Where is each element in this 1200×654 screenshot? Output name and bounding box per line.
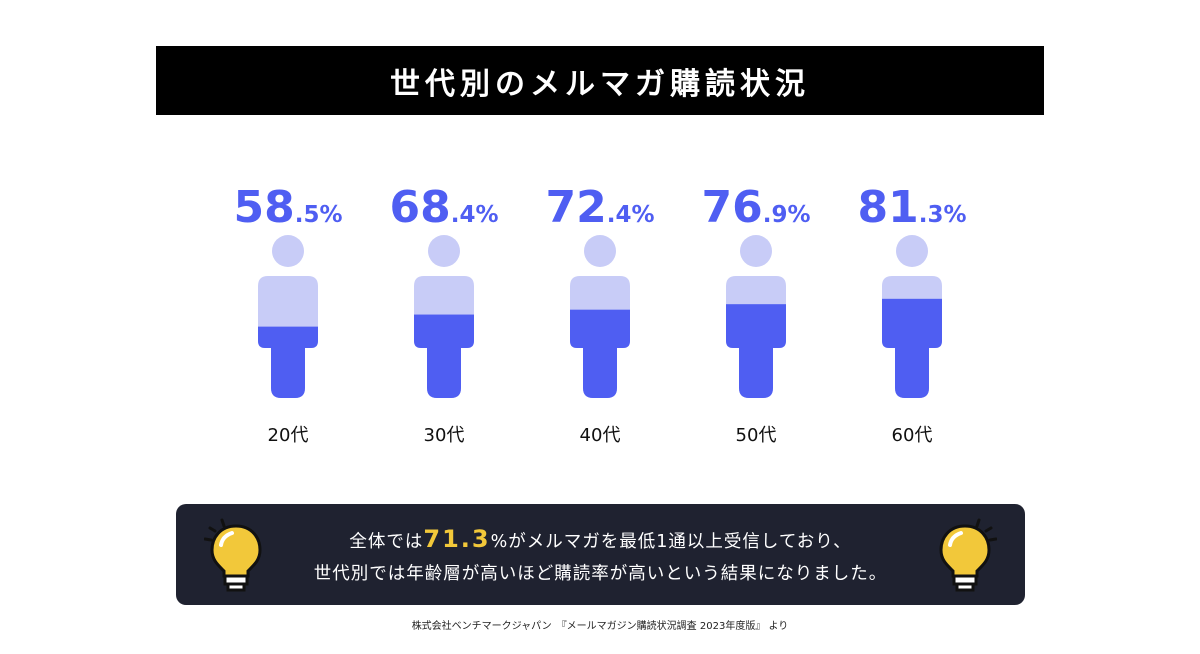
summary-text-after: %がメルマガを最低1通以上受信しており、 xyxy=(490,532,852,552)
value-label-main: 81 xyxy=(857,182,918,233)
person-head xyxy=(896,235,928,267)
person-head xyxy=(272,235,304,267)
person-figure xyxy=(258,235,318,398)
value-label-decimal: .4% xyxy=(607,202,655,228)
person-figure xyxy=(726,235,786,398)
value-label-decimal: .9% xyxy=(763,202,811,228)
summary-line-1: 全体では71.3%がメルマガを最低1通以上受信しており、 xyxy=(266,523,935,558)
person-head xyxy=(584,235,616,267)
lightbulb-icon xyxy=(939,518,997,592)
person-head xyxy=(740,235,772,267)
category-label: 60代 xyxy=(892,425,933,446)
value-label-decimal: .5% xyxy=(295,202,343,228)
value-label-decimal: .3% xyxy=(919,202,967,228)
person-fill-bar xyxy=(882,298,942,398)
person-figure xyxy=(570,235,630,398)
value-label-decimal: .4% xyxy=(451,202,499,228)
category-label: 40代 xyxy=(580,425,621,446)
value-label: 81.3% xyxy=(857,182,966,233)
value-label-main: 76 xyxy=(701,182,762,233)
value-label-main: 68 xyxy=(389,182,450,233)
summary-box: 全体では71.3%がメルマガを最低1通以上受信しており、 世代別では年齢層が高い… xyxy=(176,504,1025,605)
title-bar: 世代別のメルマガ購読状況 xyxy=(156,46,1044,115)
person-figure xyxy=(882,235,942,398)
lightbulb-icon xyxy=(204,518,262,592)
person-fill-bar xyxy=(414,314,474,398)
value-label: 76.9% xyxy=(701,182,810,233)
value-label-main: 58 xyxy=(233,182,294,233)
category-label: 30代 xyxy=(424,425,465,446)
value-label: 58.5% xyxy=(233,182,342,233)
summary-text-before: 全体では xyxy=(349,532,424,552)
summary-text: 全体では71.3%がメルマガを最低1通以上受信しており、 世代別では年齢層が高い… xyxy=(266,523,935,590)
category-label: 20代 xyxy=(268,425,309,446)
source-note: 株式会社ベンチマークジャパン 『メールマガジン購読状況調査 2023年度版』 よ… xyxy=(411,621,789,632)
value-label: 68.4% xyxy=(389,182,498,233)
value-label-main: 72 xyxy=(545,182,606,233)
page-title: 世代別のメルマガ購読状況 xyxy=(390,66,810,102)
category-label: 50代 xyxy=(736,425,777,446)
person-fill-bar xyxy=(726,304,786,398)
summary-line-2: 世代別では年齢層が高いほど購読率が高いという結果になりました。 xyxy=(313,564,888,584)
value-label: 72.4% xyxy=(545,182,654,233)
person-figure xyxy=(414,235,474,398)
person-fill-bar xyxy=(258,326,318,398)
person-fill-bar xyxy=(570,309,630,398)
person-head xyxy=(428,235,460,267)
summary-highlight: 71.3 xyxy=(423,525,491,553)
